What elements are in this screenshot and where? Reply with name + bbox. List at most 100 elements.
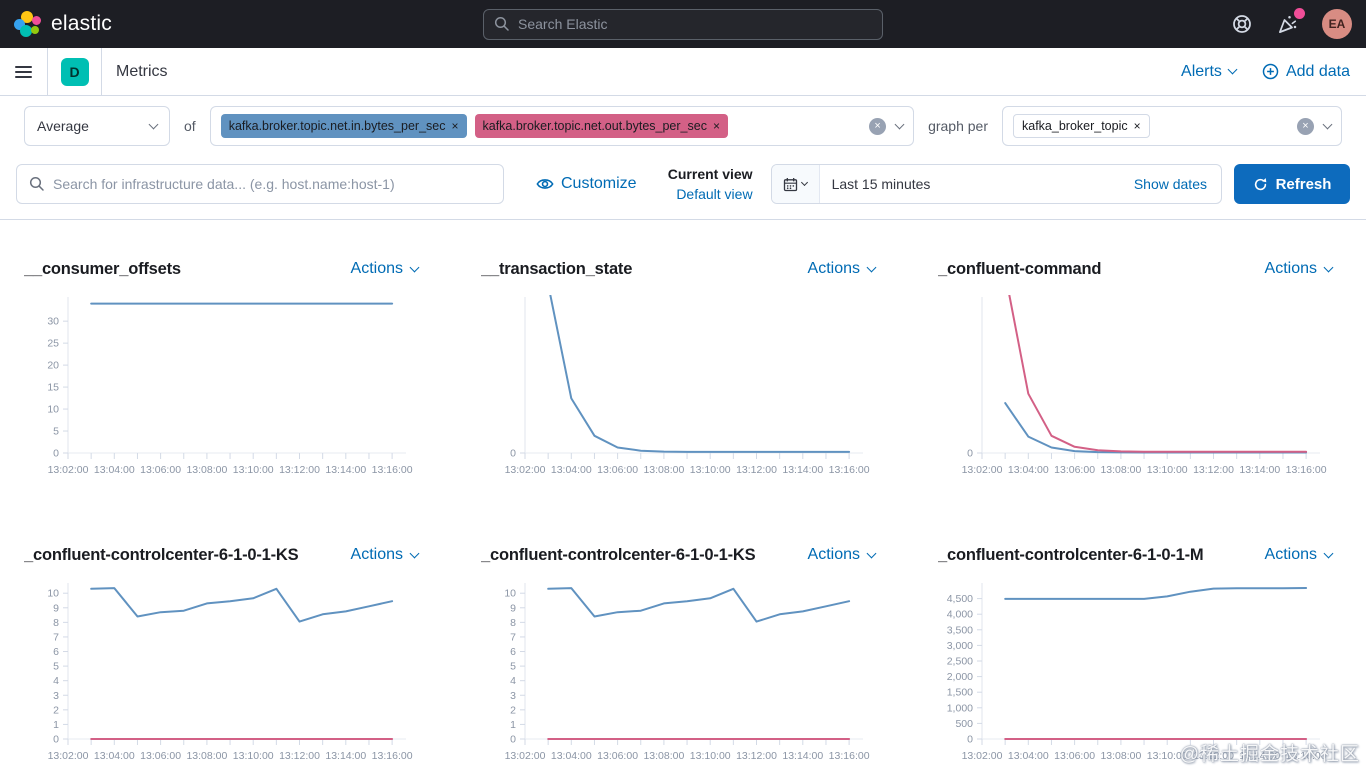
search-icon bbox=[29, 177, 44, 192]
refresh-label: Refresh bbox=[1275, 175, 1332, 193]
chart-actions-menu[interactable]: Actions bbox=[808, 546, 877, 564]
of-label: of bbox=[184, 118, 196, 134]
metric-combobox[interactable]: kafka.broker.topic.net.in.bytes_per_sec … bbox=[209, 106, 915, 146]
svg-text:13:16:00: 13:16:00 bbox=[1286, 464, 1327, 476]
svg-text:13:10:00: 13:10:00 bbox=[233, 750, 274, 762]
space-badge: D bbox=[60, 57, 89, 86]
refresh-button[interactable]: Refresh bbox=[1234, 164, 1350, 205]
svg-text:13:10:00: 13:10:00 bbox=[233, 464, 274, 476]
infrastructure-search[interactable] bbox=[16, 164, 504, 205]
svg-text:2: 2 bbox=[510, 704, 516, 716]
svg-text:9: 9 bbox=[53, 602, 59, 614]
group-badge[interactable]: kafka_broker_topic × bbox=[1013, 114, 1150, 138]
chart-canvas: 13:02:00 13:04:00 13:06:00 13:08:00 13:10:00… bbox=[47, 296, 413, 476]
graph-per-label: graph per bbox=[928, 118, 988, 134]
help-icon[interactable] bbox=[1230, 12, 1254, 36]
svg-text:13:12:00: 13:12:00 bbox=[736, 750, 777, 762]
chart-actions-label: Actions bbox=[807, 260, 860, 278]
svg-text:6: 6 bbox=[510, 646, 516, 658]
group-by-combobox[interactable]: kafka_broker_topic × × bbox=[1002, 106, 1342, 146]
add-data-button[interactable]: Add data bbox=[1262, 63, 1350, 81]
customize-button[interactable]: Customize bbox=[536, 175, 637, 193]
svg-text:0: 0 bbox=[53, 447, 59, 459]
svg-text:8: 8 bbox=[53, 616, 59, 628]
remove-icon[interactable]: × bbox=[451, 119, 459, 133]
metric-chart-card: _confluent-controlcenter-6-1-0-1-KS Actio… bbox=[24, 546, 428, 768]
customize-label: Customize bbox=[561, 175, 637, 193]
aggregation-select[interactable]: Average bbox=[24, 106, 170, 146]
svg-text:7: 7 bbox=[53, 631, 59, 643]
show-dates-link[interactable]: Show dates bbox=[1133, 176, 1207, 193]
alerts-menu[interactable]: Alerts bbox=[1181, 62, 1238, 81]
svg-text:13:14:00: 13:14:00 bbox=[782, 750, 823, 762]
current-view-label: Current view bbox=[667, 166, 753, 182]
alerts-label: Alerts bbox=[1181, 62, 1222, 80]
chart-actions-menu[interactable]: Actions bbox=[807, 260, 877, 278]
chart-actions-menu[interactable]: Actions bbox=[1265, 546, 1334, 564]
chevron-down-icon[interactable] bbox=[1322, 119, 1333, 129]
metric-badge-label: kafka.broker.topic.net.out.bytes_per_sec bbox=[482, 119, 707, 133]
avatar[interactable]: EA bbox=[1322, 9, 1352, 39]
svg-text:13:16:00: 13:16:00 bbox=[372, 750, 413, 762]
metric-badge-out[interactable]: kafka.broker.topic.net.out.bytes_per_sec… bbox=[474, 114, 728, 138]
svg-text:5: 5 bbox=[53, 660, 59, 672]
svg-text:13:02:00: 13:02:00 bbox=[962, 750, 1003, 762]
svg-text:1: 1 bbox=[510, 719, 516, 731]
chevron-down-icon[interactable] bbox=[894, 119, 905, 129]
chart-actions-menu[interactable]: Actions bbox=[1265, 260, 1334, 278]
svg-text:13:04:00: 13:04:00 bbox=[551, 464, 592, 476]
news-feed-icon[interactable] bbox=[1276, 8, 1305, 36]
chart-canvas: 13:02:00 13:04:00 13:06:00 13:08:00 13:10:00… bbox=[962, 294, 1327, 476]
chevron-down-icon bbox=[409, 262, 420, 273]
time-range-value[interactable]: Last 15 minutes bbox=[831, 176, 931, 193]
svg-text:0: 0 bbox=[510, 447, 516, 459]
svg-text:2,500: 2,500 bbox=[947, 655, 973, 667]
svg-text:13:14:00: 13:14:00 bbox=[1239, 464, 1280, 476]
metrics-charts-grid: __consumer_offsets Actions 13:02:00 13:04:0… bbox=[0, 220, 1366, 768]
metric-chart-card: _confluent-controlcenter-6-1-0-1-M Action… bbox=[938, 546, 1342, 768]
svg-text:13:04:00: 13:04:00 bbox=[551, 750, 592, 762]
infrastructure-search-input[interactable] bbox=[53, 176, 491, 193]
svg-text:25: 25 bbox=[47, 337, 59, 349]
svg-text:13:10:00: 13:10:00 bbox=[690, 464, 731, 476]
svg-text:13:02:00: 13:02:00 bbox=[505, 750, 546, 762]
svg-text:13:06:00: 13:06:00 bbox=[597, 750, 638, 762]
svg-text:13:08:00: 13:08:00 bbox=[643, 750, 684, 762]
svg-text:13:06:00: 13:06:00 bbox=[140, 750, 181, 762]
svg-text:13:02:00: 13:02:00 bbox=[48, 750, 89, 762]
view-toggle: Current view Default view bbox=[661, 164, 753, 205]
elastic-logo[interactable]: elastic bbox=[14, 10, 112, 38]
default-view-link[interactable]: Default view bbox=[676, 186, 753, 203]
svg-text:13:14:00: 13:14:00 bbox=[325, 750, 366, 762]
svg-text:7: 7 bbox=[510, 631, 516, 643]
space-selector[interactable]: D bbox=[48, 48, 102, 95]
svg-text:13:10:00: 13:10:00 bbox=[1147, 464, 1188, 476]
elastic-logo-icon bbox=[14, 10, 42, 38]
svg-text:2: 2 bbox=[53, 704, 59, 716]
global-search-input[interactable] bbox=[518, 16, 872, 32]
svg-text:2,000: 2,000 bbox=[947, 671, 973, 683]
global-search[interactable] bbox=[483, 8, 883, 40]
metric-chart-card: __consumer_offsets Actions 13:02:00 13:04:0… bbox=[24, 260, 428, 492]
menu-icon[interactable] bbox=[0, 48, 48, 95]
svg-text:13:08:00: 13:08:00 bbox=[186, 750, 227, 762]
clear-icon[interactable]: × bbox=[869, 117, 887, 135]
svg-text:13:06:00: 13:06:00 bbox=[1054, 750, 1095, 762]
chart-title: __consumer_offsets bbox=[24, 259, 181, 278]
svg-text:13:02:00: 13:02:00 bbox=[48, 464, 89, 476]
quick-select-button[interactable] bbox=[771, 165, 820, 204]
svg-text:13:06:00: 13:06:00 bbox=[1054, 464, 1095, 476]
remove-icon[interactable]: × bbox=[1133, 119, 1141, 133]
chart-line-series bbox=[549, 294, 851, 453]
metric-badge-in[interactable]: kafka.broker.topic.net.in.bytes_per_sec … bbox=[220, 114, 467, 138]
remove-icon[interactable]: × bbox=[712, 119, 720, 133]
search-icon bbox=[494, 16, 509, 31]
svg-text:13:14:00: 13:14:00 bbox=[1239, 750, 1280, 762]
chart-actions-menu[interactable]: Actions bbox=[351, 546, 420, 564]
chart-title: _confluent-command bbox=[938, 259, 1102, 278]
chart-actions-menu[interactable]: Actions bbox=[351, 260, 420, 278]
svg-text:13:16:00: 13:16:00 bbox=[829, 750, 870, 762]
svg-text:1,500: 1,500 bbox=[947, 686, 973, 698]
clear-icon[interactable]: × bbox=[1297, 117, 1314, 135]
svg-text:30: 30 bbox=[47, 315, 59, 327]
